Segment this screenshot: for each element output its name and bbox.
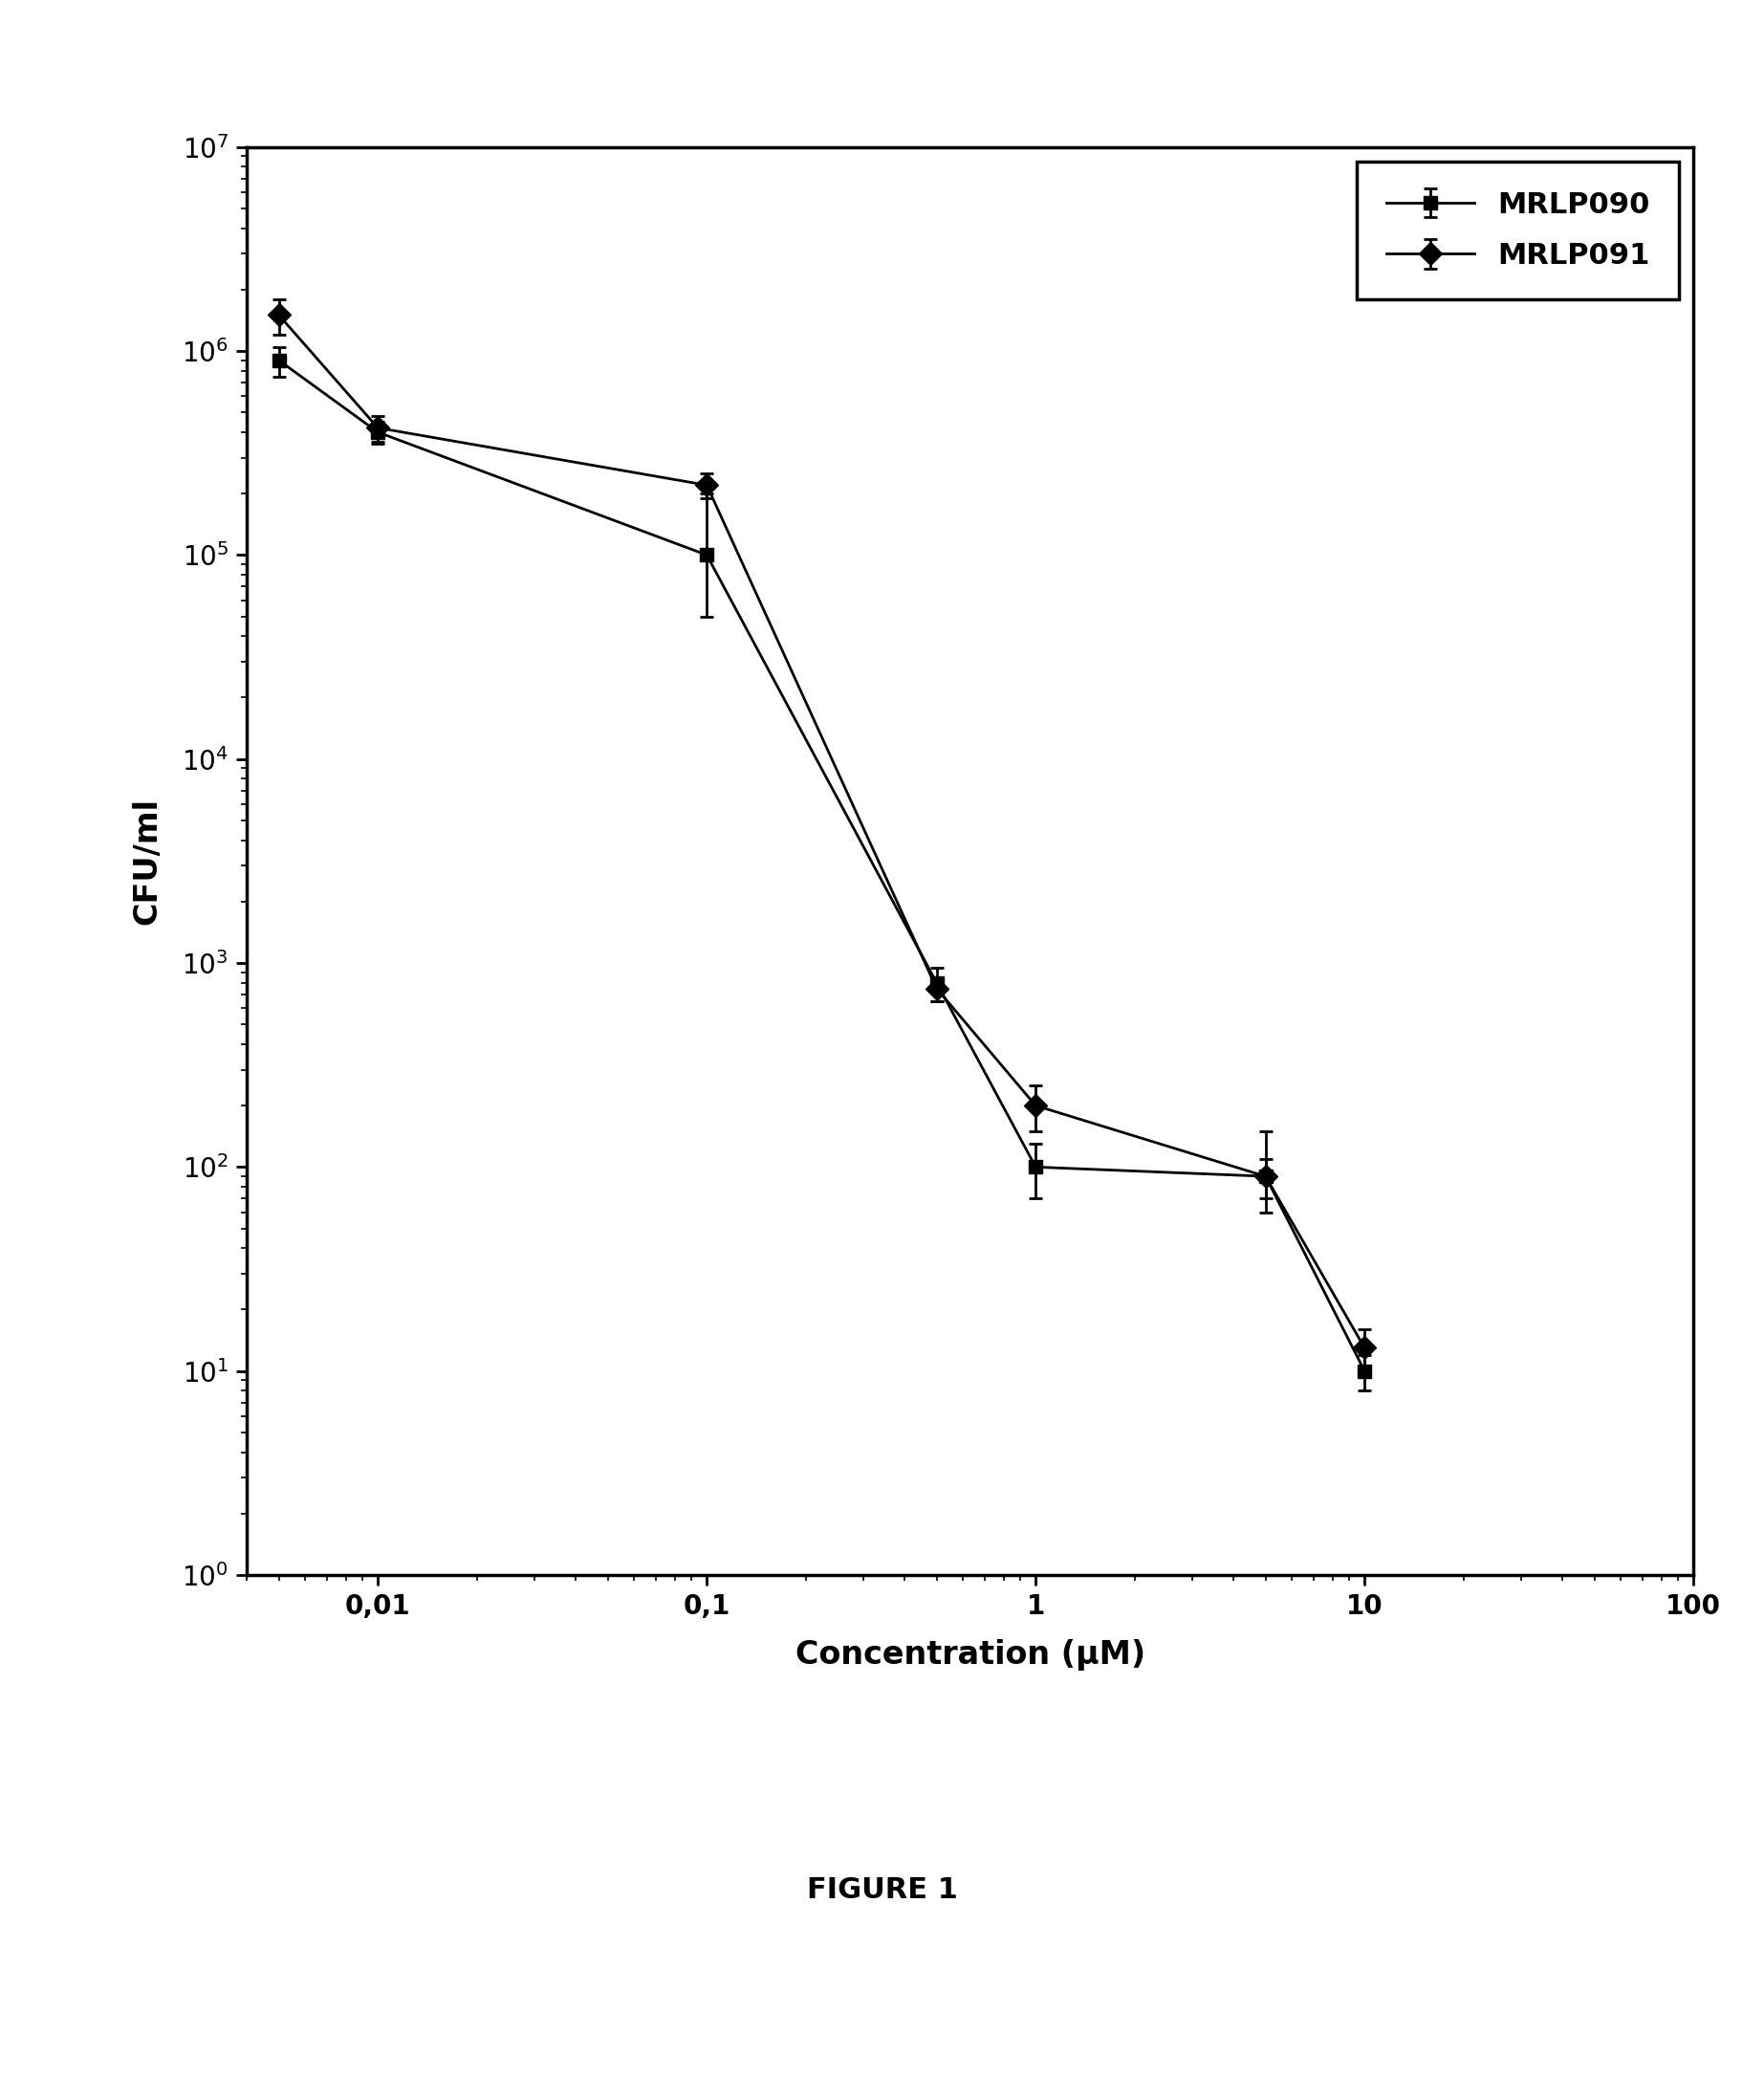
Legend: MRLP090, MRLP091: MRLP090, MRLP091: [1357, 162, 1679, 298]
X-axis label: Concentration (μM): Concentration (μM): [796, 1638, 1145, 1670]
Text: FIGURE 1: FIGURE 1: [806, 1875, 958, 1905]
Y-axis label: CFU/ml: CFU/ml: [132, 798, 162, 924]
